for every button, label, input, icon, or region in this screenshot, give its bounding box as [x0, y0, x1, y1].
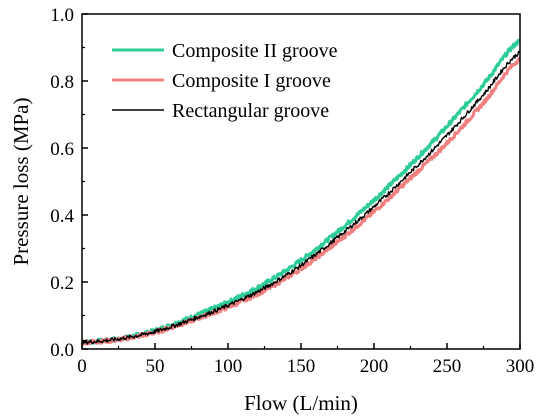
legend-label-2: Composite I groove — [172, 70, 331, 92]
y-tick-label: 1.0 — [50, 5, 74, 26]
x-tick-label: 150 — [287, 356, 316, 377]
series-line-3 — [81, 50, 521, 345]
x-tick-label: 100 — [214, 356, 243, 377]
y-tick-label: 0.8 — [50, 72, 74, 93]
x-tick-label: 200 — [360, 356, 389, 377]
series-layer — [81, 38, 522, 346]
x-axis-title: Flow (L/min) — [244, 391, 358, 415]
legend-label-3: Rectangular groove — [172, 100, 329, 122]
y-tick-label: 0.4 — [50, 206, 74, 227]
legend-label-1: Composite II groove — [172, 40, 338, 62]
x-tick-label: 250 — [433, 356, 462, 377]
axis-layer: 0 50 100 150 200 250 300 0.0 0.2 0.4 0.6 0.8 1.0 — [50, 5, 534, 377]
y-tick-label: 0.6 — [50, 139, 74, 160]
legend: Composite II groove Composite I groove Rec… — [112, 40, 338, 122]
y-tick-label: 0.0 — [50, 340, 74, 361]
y-tick-label: 0.2 — [50, 273, 74, 294]
x-tick-label: 0 — [77, 356, 87, 377]
x-tick-label: 50 — [146, 356, 165, 377]
plot-frame — [81, 13, 521, 350]
x-tick-label: 300 — [506, 356, 535, 377]
y-axis-title: Pressure loss (MPa) — [9, 98, 33, 266]
